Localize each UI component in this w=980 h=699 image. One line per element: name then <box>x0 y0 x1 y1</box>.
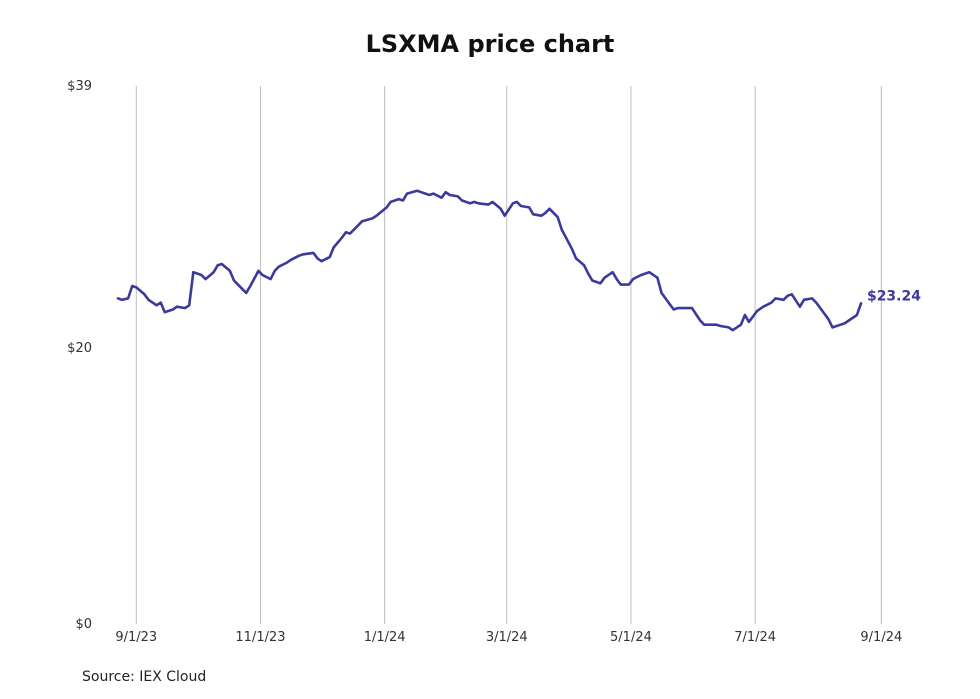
x-tick-label-3: 3/1/24 <box>486 630 528 645</box>
y-tick-label-2: $39 <box>67 79 92 94</box>
chart-title: LSXMA price chart <box>365 30 615 58</box>
y-tick-label-1: $20 <box>67 341 92 356</box>
y-tick-label-0: $0 <box>75 617 92 632</box>
x-tick-label-5: 7/1/24 <box>734 630 776 645</box>
x-axis-tick-labels: 9/1/23 11/1/23 1/1/24 3/1/24 5/1/24 7/1/24 9/1… <box>115 630 902 645</box>
x-tick-label-1: 11/1/23 <box>235 630 285 645</box>
price-series-line <box>116 189 863 332</box>
last-value-label: $23.24 <box>867 288 921 304</box>
x-tick-label-0: 9/1/23 <box>115 630 157 645</box>
x-tick-label-2: 1/1/24 <box>364 630 406 645</box>
y-axis-tick-labels: $0 $20 $39 <box>67 79 92 632</box>
source-note: Source: IEX Cloud <box>82 669 207 685</box>
vertical-gridlines <box>135 86 882 624</box>
x-tick-label-4: 5/1/24 <box>610 630 652 645</box>
x-tick-label-6: 9/1/24 <box>860 630 902 645</box>
